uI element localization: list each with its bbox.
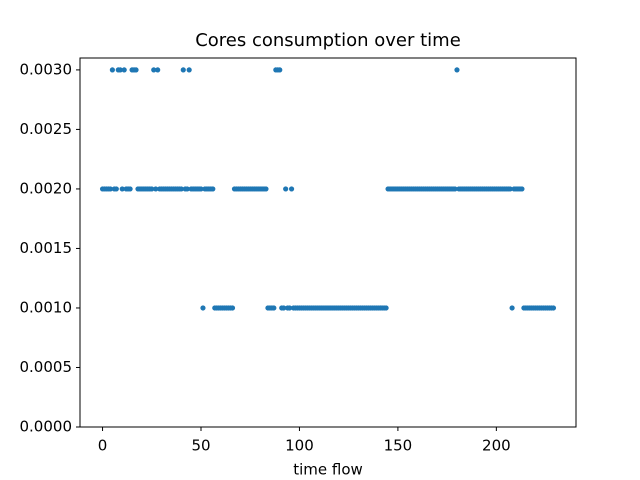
point: [287, 305, 293, 311]
point: [200, 305, 206, 311]
point: [454, 67, 460, 73]
y-tick-label: 0.0000: [20, 418, 73, 436]
point: [198, 186, 204, 192]
point: [383, 305, 389, 311]
x-tick-label: 100: [285, 437, 314, 455]
point: [210, 186, 216, 192]
point: [229, 305, 236, 311]
x-tick-label: 200: [482, 437, 511, 455]
x-tick-label: 50: [191, 437, 210, 455]
point: [127, 186, 133, 192]
point: [271, 305, 277, 311]
point: [277, 67, 283, 73]
point: [113, 186, 119, 192]
y-tick-label: 0.0005: [20, 358, 73, 376]
point: [107, 186, 114, 192]
y-tick-label: 0.0020: [20, 179, 73, 197]
y-tick-label: 0.0025: [20, 120, 73, 138]
point: [121, 67, 127, 73]
point: [184, 186, 190, 192]
point: [509, 305, 515, 311]
y-tick-label: 0.0010: [20, 298, 73, 316]
point: [180, 67, 186, 73]
point: [119, 186, 125, 192]
point: [283, 186, 289, 192]
point: [133, 67, 139, 73]
point: [149, 186, 155, 192]
chart-title: Cores consumption over time: [195, 30, 461, 51]
y-tick-label: 0.0030: [20, 60, 73, 78]
point: [155, 67, 161, 73]
point: [151, 67, 157, 73]
point: [117, 67, 123, 73]
point: [507, 186, 513, 192]
x-axis-label: time flow: [293, 461, 363, 479]
point: [519, 186, 525, 192]
point: [109, 67, 115, 73]
point: [452, 186, 458, 192]
point: [288, 186, 295, 192]
point: [263, 186, 269, 192]
point: [178, 186, 184, 192]
plot-frame: [79, 57, 577, 428]
x-tick-label: 150: [384, 437, 413, 455]
y-tick-label: 0.0015: [20, 239, 73, 257]
x-tick-label: 0: [98, 437, 108, 455]
point: [186, 67, 192, 73]
point: [550, 305, 557, 311]
point: [281, 305, 287, 311]
point: [153, 186, 159, 192]
